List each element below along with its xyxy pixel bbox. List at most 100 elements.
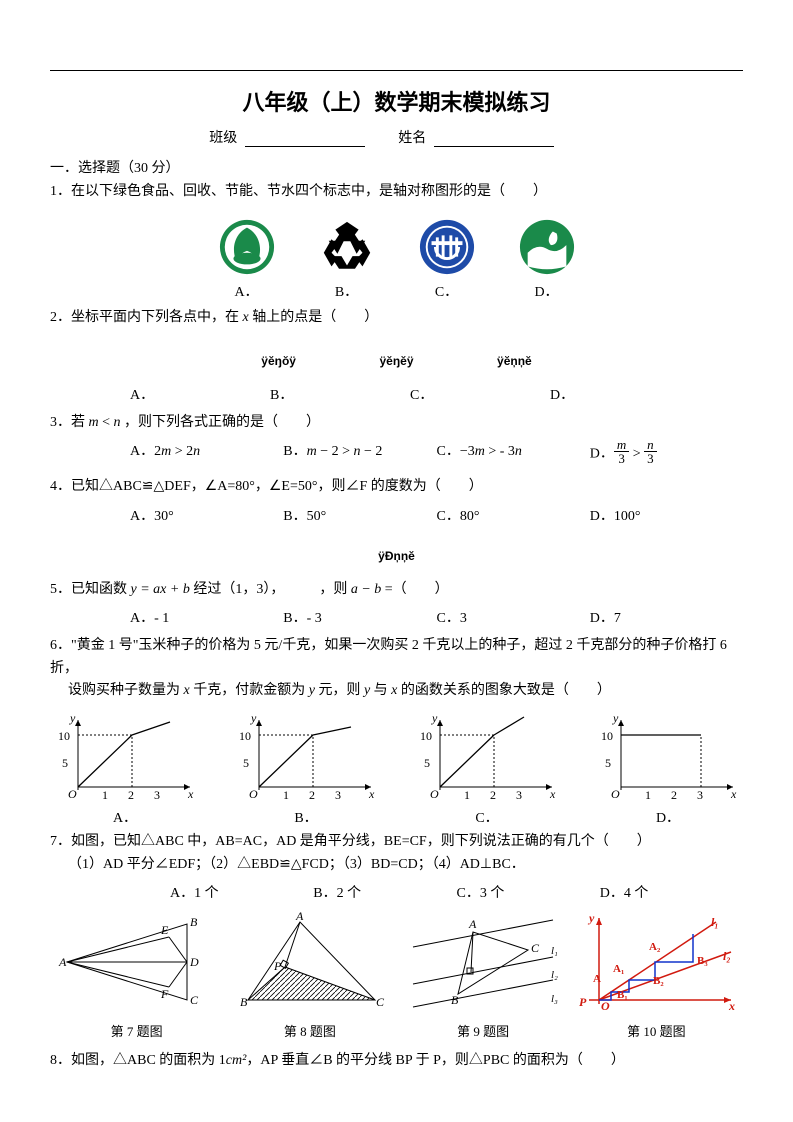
q7-b: B．2 个: [313, 882, 456, 902]
q6-chart-d: O 123 510 xy D．: [593, 712, 743, 827]
svg-text:O: O: [430, 787, 439, 801]
question-1: 1．在以下绿色食品、回收、节能、节水四个标志中，是轴对称图形的是（ ）: [50, 181, 743, 203]
q2-b: B．: [270, 384, 410, 404]
svg-text:10: 10: [239, 729, 251, 743]
q1-logo-row: A． B． C．: [50, 217, 743, 301]
student-info-line: 班级 姓名: [50, 127, 743, 147]
svg-text:x: x: [728, 999, 735, 1012]
q2-d: D．: [550, 384, 690, 404]
question-8: 8．如图，△ABC 的面积为 1cm²，AP 垂直∠B 的平分线 BP 于 P，…: [50, 1050, 743, 1072]
q5-b: B．- 3: [283, 607, 436, 627]
svg-text:1: 1: [102, 788, 108, 802]
q4-a: A．30°: [130, 505, 283, 525]
q2-num: 2．: [50, 310, 71, 325]
q3-choices: A．2m > 2n B．m − 2 > n − 2 C．−3m > - 3n D…: [50, 440, 743, 468]
svg-text:2: 2: [671, 788, 677, 802]
q5-num: 5．: [50, 582, 71, 597]
svg-text:l₃: l₃: [551, 993, 558, 1005]
svg-text:B₃: B₃: [697, 955, 708, 967]
svg-text:l₂: l₂: [551, 969, 558, 981]
q1-label-a: A．: [217, 281, 277, 301]
svg-text:5: 5: [62, 756, 68, 770]
svg-text:1: 1: [645, 788, 651, 802]
class-label: 班级: [209, 131, 237, 146]
svg-text:3: 3: [335, 788, 341, 802]
q1-opt-b: B．: [317, 217, 377, 301]
q8-t2: ，AP 垂直∠B 的平分线 BP 于 P，则△PBC 的面积为（ ）: [246, 1053, 625, 1068]
question-6: 6．"黄金 1 号"玉米种子的价格为 5 元/千克，如果一次购买 2 千克以上的…: [50, 635, 743, 702]
svg-text:y: y: [587, 912, 595, 925]
svg-text:A: A: [468, 917, 477, 931]
svg-text:10: 10: [420, 729, 432, 743]
svg-text:l₁: l₁: [551, 945, 558, 957]
q2-garbled-row: ÿĕŋŏÿ ÿĕŋĕÿ ÿĕņņĕ: [50, 354, 743, 370]
q7-num: 7．: [50, 834, 71, 849]
q4-d: D．100°: [590, 505, 743, 525]
recycle-icon: [317, 217, 377, 277]
svg-text:1: 1: [283, 788, 289, 802]
fig8-cap: 第 8 题图: [223, 1021, 396, 1040]
q3-c: C．−3m > - 3n: [437, 440, 590, 468]
name-label: 姓名: [398, 131, 426, 146]
q4-b: B．50°: [283, 505, 436, 525]
energy-save-icon: [417, 217, 477, 277]
question-7: 7．如图，已知△ABC 中，AB=AC，AD 是角平分线，BE=CF，则下列说法…: [50, 831, 743, 876]
svg-text:x: x: [187, 787, 194, 801]
q5-t3: =（ ）: [381, 582, 448, 597]
q5-choices: A．- 1 B．- 3 C．3 D．7: [50, 607, 743, 627]
svg-text:l₁: l₁: [711, 915, 719, 929]
svg-text:E: E: [160, 923, 169, 937]
svg-text:2: 2: [128, 788, 134, 802]
svg-text:O: O: [68, 787, 77, 801]
figure-row-7-10: A B C D E F 第 7 题图 A B C P 第 8 题图: [50, 912, 743, 1040]
q1-opt-a: A．: [217, 217, 277, 301]
svg-text:x: x: [549, 787, 556, 801]
green-food-icon: [217, 217, 277, 277]
svg-text:A: A: [593, 973, 601, 985]
name-fill[interactable]: [434, 131, 554, 147]
figure-7: A B C D E F 第 7 题图: [50, 912, 223, 1040]
svg-text:y: y: [612, 712, 619, 725]
q6-chart-a: O 123 510 xy A．: [50, 712, 200, 827]
q8-t1: 如图，△ABC 的面积为 1: [71, 1053, 226, 1068]
fig10-cap: 第 10 题图: [570, 1021, 743, 1040]
q7-a: A．1 个: [170, 882, 313, 902]
q6-lab-a: A．: [50, 807, 200, 827]
svg-text:O: O: [249, 787, 258, 801]
svg-text:3: 3: [154, 788, 160, 802]
q8-num: 8．: [50, 1053, 71, 1068]
class-fill[interactable]: [245, 131, 365, 147]
svg-text:5: 5: [605, 756, 611, 770]
q5-d: D．7: [590, 607, 743, 627]
svg-text:10: 10: [58, 729, 70, 743]
svg-text:C: C: [531, 941, 540, 955]
q6-charts: O 123 510 xy A． O 123 510 xy B．: [50, 712, 743, 827]
svg-text:B: B: [240, 995, 248, 1009]
q3-a: A．2m > 2n: [130, 440, 283, 468]
q3-d: D．m3 > n3: [590, 440, 743, 468]
svg-text:2: 2: [309, 788, 315, 802]
svg-text:F: F: [160, 987, 169, 1001]
svg-text:2: 2: [490, 788, 496, 802]
svg-text:B: B: [190, 915, 198, 929]
q7-l2: （1）AD 平分∠EDF；（2）△EBD≌△FCD；（3）BD=CD；（4）AD…: [50, 854, 525, 876]
fig9-cap: 第 9 题图: [397, 1021, 570, 1040]
svg-text:P: P: [579, 995, 587, 1009]
q6-lab-d: D．: [593, 807, 743, 827]
top-rule: [50, 70, 743, 71]
svg-text:x: x: [730, 787, 737, 801]
svg-text:A₁: A₁: [613, 963, 624, 975]
svg-text:O: O: [601, 999, 610, 1012]
q5-t2: 经过（1，3）， ，则: [190, 582, 351, 597]
svg-text:10: 10: [601, 729, 613, 743]
q2-choices: A． B． C． D．: [50, 384, 743, 404]
svg-text:B: B: [451, 993, 459, 1007]
q3-num: 3．: [50, 415, 71, 430]
svg-text:C: C: [190, 993, 199, 1007]
svg-text:A: A: [58, 955, 67, 969]
q6-num: 6．: [50, 638, 71, 653]
q4-garbled: ÿĐņņĕ: [50, 549, 743, 565]
q4-g: ÿĐņņĕ: [378, 549, 415, 563]
question-4: 4．已知△ABC≌△DEF，∠A=80°，∠E=50°，则∠F 的度数为（ ）: [50, 476, 743, 498]
q8-cm2: cm²: [226, 1053, 247, 1068]
